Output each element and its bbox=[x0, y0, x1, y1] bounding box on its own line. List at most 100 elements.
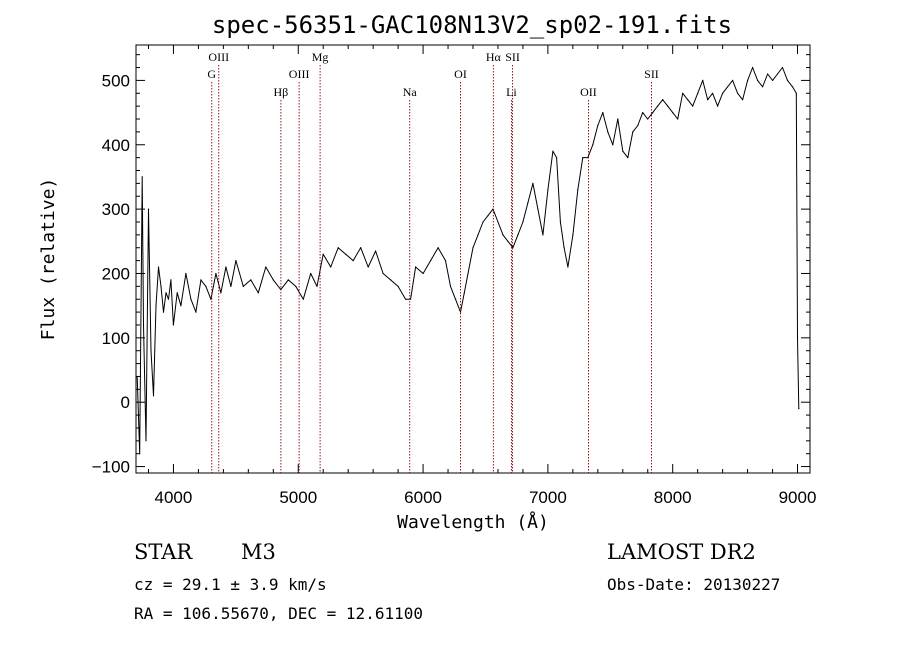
spectrum-point bbox=[477, 234, 479, 236]
spectrum-point bbox=[527, 202, 529, 204]
spectral-line-label: SII bbox=[505, 50, 520, 64]
spectrum-point bbox=[747, 79, 749, 81]
spectrum-point bbox=[602, 112, 604, 114]
y-tick-label: 500 bbox=[102, 71, 130, 90]
y-tick-label: 300 bbox=[102, 200, 130, 219]
spectrum-point bbox=[160, 285, 162, 287]
spectrum-point bbox=[556, 157, 558, 159]
spectrum-point bbox=[220, 292, 222, 294]
spectrum-point bbox=[190, 298, 192, 300]
spectrum-point bbox=[563, 247, 565, 249]
spectral-line-label: G bbox=[207, 67, 216, 81]
spectrum-point bbox=[522, 221, 524, 223]
spectrum-point bbox=[487, 215, 489, 217]
spectrum-point bbox=[310, 272, 312, 275]
spectrum-point bbox=[502, 234, 504, 236]
spectrum-point bbox=[367, 266, 369, 268]
spectral-line-label: SII bbox=[644, 67, 659, 81]
spectrum-point bbox=[467, 272, 469, 275]
spectrum-point bbox=[507, 240, 509, 242]
spectrum-point bbox=[215, 272, 217, 275]
y-tick-label: 400 bbox=[102, 136, 130, 155]
spectrum-point bbox=[242, 285, 244, 287]
object-subclass: M3 bbox=[241, 540, 276, 564]
spectrum-point bbox=[677, 118, 679, 120]
spectrum-point bbox=[167, 298, 170, 300]
spectrum-point bbox=[702, 79, 704, 81]
spectrum-point bbox=[662, 99, 664, 101]
spectrum-point bbox=[390, 279, 392, 281]
spectrum-point bbox=[302, 298, 304, 300]
observation-date: Obs-Date: 20130227 bbox=[607, 575, 781, 594]
spectrum-point bbox=[795, 92, 797, 94]
spectrum-point bbox=[195, 311, 197, 313]
chart-title: spec-56351-GAC108N13V2_sp02-191.fits bbox=[212, 11, 732, 39]
spectrum-point bbox=[360, 247, 362, 249]
spectrum-point bbox=[155, 305, 157, 307]
spectrum-point bbox=[330, 266, 332, 268]
spectrum-point bbox=[150, 350, 152, 352]
y-tick-label: 200 bbox=[102, 264, 130, 283]
spectrum-point bbox=[162, 311, 165, 313]
x-tick-label: 4000 bbox=[155, 488, 193, 507]
spectrum-point bbox=[147, 208, 150, 210]
spectrum-point bbox=[642, 112, 644, 114]
y-axis: −100 0 100 200 300 400 500 bbox=[92, 54, 810, 477]
spectrum-point bbox=[712, 92, 714, 94]
spectrum-point bbox=[567, 266, 569, 268]
spectrum-point bbox=[582, 157, 584, 159]
spectrum-point bbox=[577, 189, 579, 191]
spectral-line-label: OIII bbox=[208, 50, 229, 64]
spectrum-point bbox=[145, 440, 147, 442]
x-axis-label: Wavelength (Å) bbox=[397, 511, 549, 533]
spectrum-point bbox=[592, 144, 594, 146]
spectrum-point bbox=[742, 99, 744, 101]
x-tick-label: 7000 bbox=[529, 488, 567, 507]
spectrum-point bbox=[337, 247, 339, 249]
object-class: STAR bbox=[134, 540, 193, 564]
spectrum-point bbox=[512, 247, 514, 249]
spectrum-point bbox=[552, 150, 554, 152]
spectrum-point bbox=[727, 86, 729, 88]
spectrum-point bbox=[454, 298, 457, 300]
y-axis-label: Flux (relative) bbox=[38, 178, 59, 341]
spectrum-point bbox=[632, 131, 634, 133]
spectrum-point bbox=[537, 208, 539, 210]
spectral-line-label: Mg bbox=[312, 50, 329, 64]
spectrum-point bbox=[737, 92, 739, 94]
spectrum-point bbox=[772, 79, 774, 81]
spectrum-point bbox=[235, 260, 237, 262]
spectrum-point bbox=[707, 99, 709, 101]
spectrum-point bbox=[141, 176, 143, 178]
spectrum-point bbox=[757, 79, 759, 81]
y-tick-label: 100 bbox=[102, 329, 130, 348]
spectrum-point bbox=[352, 260, 354, 262]
sky-coordinates: RA = 106.55670, DEC = 12.61100 bbox=[134, 604, 423, 623]
x-axis: 4000 5000 6000 7000 8000 9000 bbox=[147, 45, 816, 507]
spectrum-point bbox=[667, 105, 669, 107]
spectrum-point bbox=[647, 118, 649, 120]
spectral-line-label: Li bbox=[506, 85, 517, 99]
spectrum-point bbox=[672, 112, 674, 114]
spectrum-point bbox=[430, 260, 432, 262]
spectrum-point bbox=[762, 86, 764, 88]
spectrum-point bbox=[142, 324, 145, 326]
spectrum-point bbox=[722, 92, 724, 94]
spectrum-point bbox=[692, 105, 694, 107]
spectrum-point bbox=[767, 73, 769, 75]
spectrum-point bbox=[322, 253, 324, 255]
spectrum-point bbox=[422, 272, 424, 275]
spectrum-point bbox=[559, 221, 562, 223]
spectrum-point bbox=[463, 292, 465, 294]
spectrum-point bbox=[185, 272, 187, 275]
spectrum-point bbox=[152, 395, 155, 397]
spectrum-point bbox=[180, 305, 182, 307]
plot-area bbox=[136, 66, 800, 455]
spectrum-point bbox=[687, 99, 689, 101]
x-tick-label: 8000 bbox=[654, 488, 692, 507]
spectrum-point bbox=[627, 157, 629, 159]
redshift-cz: cz = 29.1 ± 3.9 km/s bbox=[134, 575, 327, 594]
spectrum-point bbox=[165, 292, 167, 294]
